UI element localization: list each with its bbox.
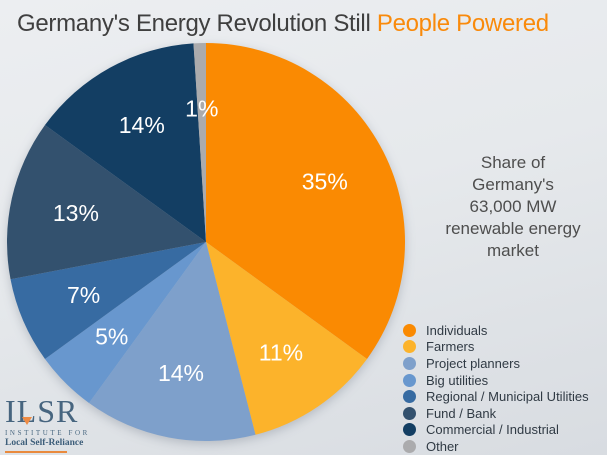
caption-line: renewable energy xyxy=(445,219,581,238)
pie-slice-regional-municipal-utilities xyxy=(10,242,206,359)
caption-line: Germany's xyxy=(472,175,554,194)
pie-slice-label-fund-bank: 13% xyxy=(53,200,99,226)
caption-line: market xyxy=(487,241,539,260)
logo-name: Local Self-Reliance xyxy=(5,438,84,448)
legend-label-individuals: Individuals xyxy=(426,322,488,338)
legend-item-fund-bank: Fund / Bank xyxy=(403,405,589,422)
pie-slice-label-individuals: 35% xyxy=(302,169,348,195)
legend-swatch-project-planners xyxy=(403,356,416,370)
pie-slice-project-planners xyxy=(89,242,256,441)
pie-slice-farmers xyxy=(206,242,367,435)
logo-acronym-text: ILSR xyxy=(5,393,79,429)
legend-swatch-individuals xyxy=(403,323,416,337)
legend-label-fund-bank: Fund / Bank xyxy=(426,405,497,421)
pie-slice-commercial-industrial xyxy=(45,43,207,242)
pie-slice-label-big-utilities: 5% xyxy=(95,323,128,349)
legend-swatch-regional-municipal-utilities xyxy=(403,390,416,404)
legend-swatch-other xyxy=(403,439,416,453)
legend-item-farmers: Farmers xyxy=(403,339,589,356)
legend-swatch-farmers xyxy=(403,340,416,354)
caption-line: Share of xyxy=(480,153,546,172)
logo-rule xyxy=(5,451,67,453)
pie-slice-individuals xyxy=(206,43,405,359)
legend-item-project-planners: Project planners xyxy=(403,355,589,372)
legend-swatch-commercial-industrial xyxy=(403,423,416,437)
pie-slice-fund-bank xyxy=(7,125,207,280)
pie-slice-big-utilities xyxy=(45,242,207,403)
legend-label-big-utilities: Big utilities xyxy=(426,372,489,388)
legend: Individuals Farmers Project planners Big ut… xyxy=(403,322,589,455)
pie-slice-label-regional-municipal-utilities: 7% xyxy=(67,282,100,308)
legend-item-individuals: Individuals xyxy=(403,322,589,339)
market-caption: Share of Germany's 63,000 MW renewable e… xyxy=(420,152,606,262)
slide-title-highlight: People Powered xyxy=(376,10,549,37)
legend-label-other: Other xyxy=(426,438,459,454)
pie-slice-other xyxy=(193,43,206,242)
logo-acronym: ILSR xyxy=(5,395,77,427)
legend-swatch-big-utilities xyxy=(403,373,416,387)
slide-title: Germany's Energy Revolution Still People… xyxy=(17,9,597,39)
ilsr-logo: ILSR INSTITUTE FOR Local Self-Reliance xyxy=(5,395,90,453)
legend-label-project-planners: Project planners xyxy=(426,355,520,371)
caption-line: 63,000 MW xyxy=(469,197,557,216)
legend-item-commercial-industrial: Commercial / Industrial xyxy=(403,422,589,439)
pie-slice-label-other: 1% xyxy=(185,96,218,122)
logo-triangle-icon xyxy=(22,417,32,425)
pie-slice-label-project-planners: 14% xyxy=(158,360,204,386)
pie-slice-label-farmers: 11% xyxy=(259,339,303,365)
logo-institute: INSTITUTE FOR xyxy=(5,429,90,437)
legend-label-farmers: Farmers xyxy=(426,339,475,355)
legend-item-big-utilities: Big utilities xyxy=(403,372,589,389)
legend-item-regional-municipal-utilities: Regional / Municipal Utilities xyxy=(403,388,589,405)
slide-title-prefix: Germany's Energy Revolution Still xyxy=(17,10,377,37)
legend-label-commercial-industrial: Commercial / Industrial xyxy=(426,422,559,438)
legend-swatch-fund-bank xyxy=(403,406,416,420)
pie-slice-label-commercial-industrial: 14% xyxy=(119,112,165,138)
legend-item-other: Other xyxy=(403,438,589,455)
legend-label-regional-municipal-utilities: Regional / Municipal Utilities xyxy=(426,389,589,405)
